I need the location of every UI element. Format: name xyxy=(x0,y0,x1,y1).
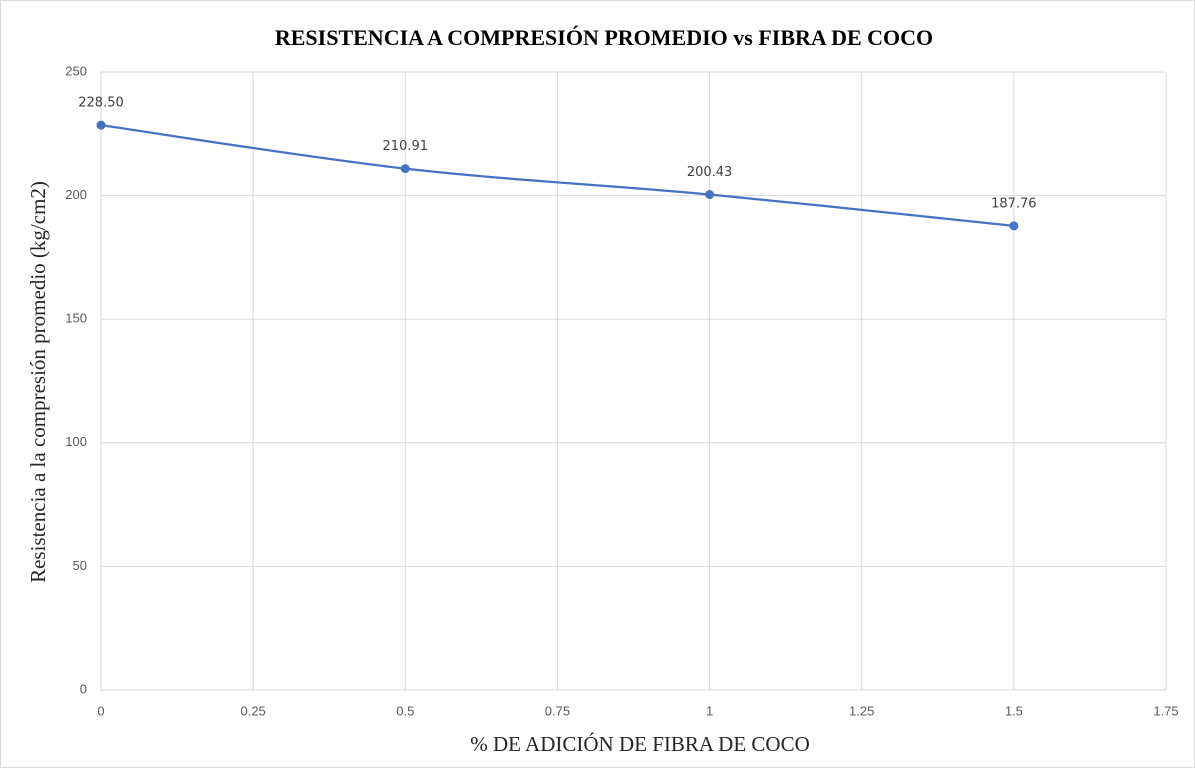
x-tick-label: 0.75 xyxy=(545,703,570,718)
y-axis-title: Resistencia a la compresión promedio (kg… xyxy=(26,181,50,583)
chart-title: RESISTENCIA A COMPRESIÓN PROMEDIO vs FIB… xyxy=(275,25,933,50)
x-tick-label: 0 xyxy=(97,703,104,718)
x-axis-title: % DE ADICIÓN DE FIBRA DE COCO xyxy=(470,732,810,756)
y-tick-label: 100 xyxy=(65,434,87,449)
x-tick-label: 1.5 xyxy=(1005,703,1023,718)
y-tick-label: 200 xyxy=(65,187,87,202)
marker xyxy=(400,164,410,174)
marker xyxy=(1009,221,1019,231)
x-tick-label: 0.5 xyxy=(396,703,414,718)
line xyxy=(100,124,1014,227)
y-tick-label: 0 xyxy=(80,681,87,696)
x-tick-label: 0.25 xyxy=(240,703,265,718)
x-tick-label: 1 xyxy=(706,703,713,718)
data-label: 200.43 xyxy=(687,165,733,180)
data-label: 228.50 xyxy=(78,96,124,111)
x-tick-label: 1.25 xyxy=(849,703,874,718)
marker xyxy=(705,190,715,200)
y-tick-label: 250 xyxy=(65,63,87,78)
marker xyxy=(96,120,106,130)
y-tick-label: 150 xyxy=(65,311,87,326)
data-label: 210.91 xyxy=(383,139,429,154)
y-tick-label: 50 xyxy=(73,558,87,573)
x-tick-label: 1.75 xyxy=(1153,703,1178,718)
data-label: 187.76 xyxy=(991,196,1037,211)
